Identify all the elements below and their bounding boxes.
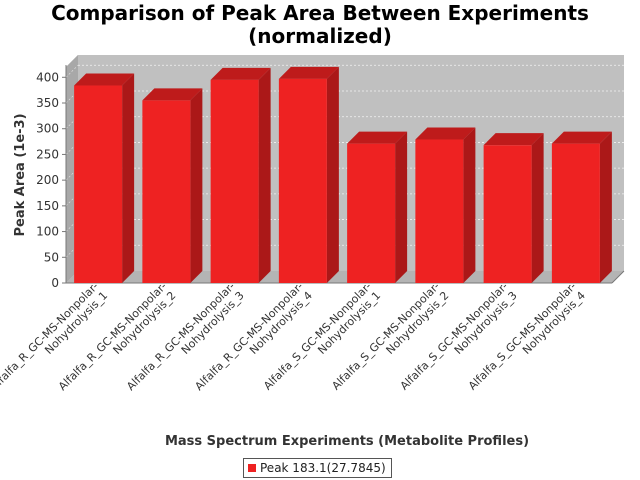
chart-title-line-2: (normalized)	[248, 24, 392, 48]
bar-side	[258, 67, 271, 283]
bar-top	[74, 73, 135, 86]
x-tick-label-line: Alfalfa_S_GC-MS-Nonpolar-	[329, 280, 442, 393]
bar-side	[395, 131, 408, 283]
chart-title: Comparison of Peak Area Between Experime…	[0, 2, 640, 48]
y-tick-label: 100	[36, 225, 59, 239]
bar	[210, 79, 259, 283]
y-axis-label: Peak Area (1e-3)	[13, 113, 28, 236]
gridline-depth	[65, 116, 79, 129]
bar-top	[278, 66, 339, 79]
x-tick-label-line: Alfalfa_R_GC-MS-Nonpolar-	[56, 280, 169, 393]
gridline-depth	[65, 193, 79, 207]
x-tick-label-line: Alfalfa_S_GC-MS-Nonpolar-	[466, 280, 579, 393]
bar-top	[142, 88, 203, 101]
bar	[278, 78, 327, 283]
x-tick-label-line: Alfalfa_R_GC-MS-Nonpolar-	[0, 280, 101, 393]
bar	[142, 100, 191, 283]
bar-side	[326, 66, 339, 283]
x-tick-label-line: Alfalfa_S_GC-MS-Nonpolar-	[261, 280, 374, 393]
x-tick-label-line: Alfalfa_R_GC-MS-Nonpolar-	[124, 280, 237, 393]
x-axis-label: Mass Spectrum Experiments (Metabolite Pr…	[165, 434, 529, 449]
gridline-depth	[65, 142, 79, 155]
bar-top	[415, 127, 476, 140]
bar-side	[531, 133, 544, 283]
gridline-depth	[65, 245, 79, 258]
x-tick-label-line: Alfalfa_R_GC-MS-Nonpolar-	[192, 280, 305, 393]
legend-label: Peak 183.1(27.7845)	[260, 461, 386, 475]
bar-side	[122, 73, 135, 283]
y-tick-label: 300	[36, 122, 59, 136]
bar	[74, 85, 123, 283]
x-axis-depth	[611, 270, 625, 284]
chart-title-line-1: Comparison of Peak Area Between Experime…	[51, 1, 589, 25]
bar-side	[463, 127, 476, 283]
y-tick-label: 200	[36, 173, 59, 187]
gridline-depth	[65, 219, 79, 232]
bar-side	[190, 88, 203, 283]
bar-top	[551, 131, 612, 144]
bar-top	[210, 67, 271, 80]
bar	[551, 143, 600, 283]
gridline-depth	[65, 65, 79, 78]
gridline-depth	[65, 90, 79, 104]
x-tick-label-line: Alfalfa_S_GC-MS-Nonpolar-	[398, 280, 511, 393]
bar-side	[599, 131, 612, 283]
legend-swatch	[248, 464, 256, 472]
y-tick-label: 400	[36, 70, 59, 84]
bar	[415, 139, 464, 283]
y-tick-label: 50	[44, 250, 59, 264]
legend: Peak 183.1(27.7845)	[243, 458, 392, 478]
y-tick-label: 150	[36, 199, 59, 213]
bar-top	[347, 131, 408, 144]
y-tick-label: 0	[51, 276, 59, 290]
bar-top	[483, 133, 544, 146]
bar	[483, 145, 532, 283]
gridline-depth	[65, 167, 79, 181]
y-tick-label: 250	[36, 147, 59, 161]
bar	[347, 143, 396, 283]
y-tick-label: 350	[36, 96, 59, 110]
